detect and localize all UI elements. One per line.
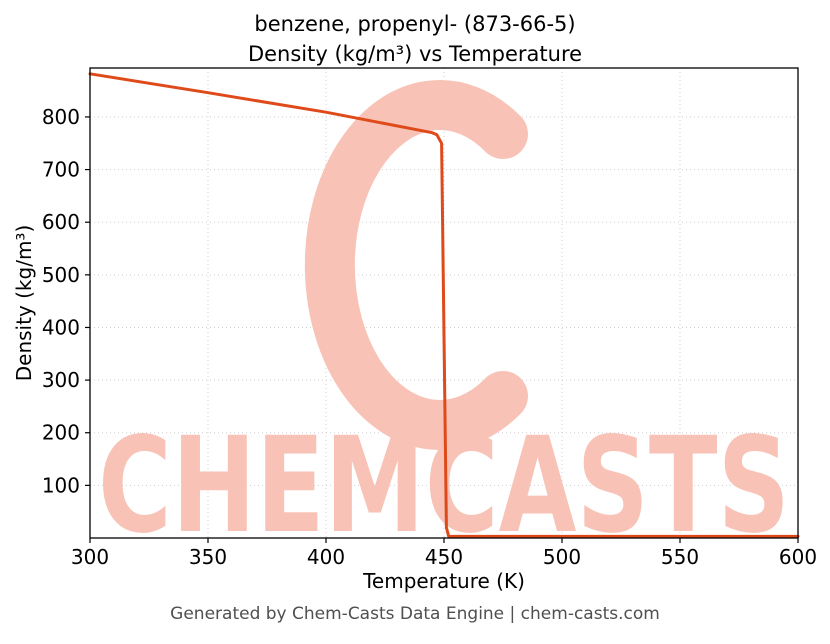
chart-title: benzene, propenyl- (873-66-5) Density (k…: [0, 9, 830, 70]
x-tick-label: 600: [779, 545, 817, 569]
y-tick-label: 600: [42, 210, 80, 234]
y-tick-label: 800: [42, 105, 80, 129]
x-tick-label: 300: [71, 545, 109, 569]
y-tick-label: 500: [42, 263, 80, 287]
x-axis-label: Temperature (K): [363, 569, 525, 593]
chemcasts-logo-icon: [304, 80, 528, 450]
x-tick-label: 550: [661, 545, 699, 569]
y-tick-label: 700: [42, 158, 80, 182]
chart-title-line1: benzene, propenyl- (873-66-5): [254, 12, 576, 36]
x-tick-label: 450: [425, 545, 463, 569]
x-tick-label: 350: [189, 545, 227, 569]
y-axis-label: Density (kg/m³): [12, 224, 36, 382]
tick-marks: [85, 116, 799, 543]
y-tick-label: 400: [42, 315, 80, 339]
chart-title-line2: Density (kg/m³) vs Temperature: [247, 42, 583, 67]
footer-credit: Generated by Chem-Casts Data Engine | ch…: [170, 604, 660, 624]
tick-labels: 300 350 400 450 500 550 600 100 200 300 400 500 600 7…: [42, 105, 817, 569]
x-tick-label: 500: [543, 545, 581, 569]
y-tick-label: 100: [42, 473, 80, 497]
data-series: [88, 72, 800, 538]
y-tick-label: 300: [42, 368, 80, 392]
x-tick-label: 400: [307, 545, 345, 569]
y-tick-label: 200: [42, 421, 80, 445]
density-line: [88, 72, 800, 538]
